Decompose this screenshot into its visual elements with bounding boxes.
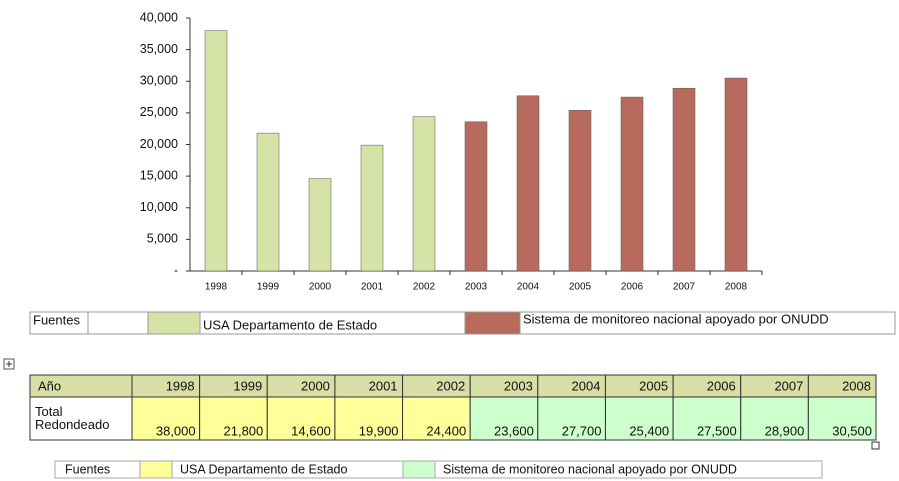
legend-label: USA Departamento de Estado: [203, 317, 377, 332]
table-cell: [537, 396, 606, 441]
header-text: Año: [38, 378, 61, 393]
table-icon: [3, 358, 15, 370]
table-cell: [740, 396, 809, 441]
table-cell: [469, 396, 539, 441]
legend-text-box: [519, 311, 896, 335]
table-value: 19,900: [359, 423, 399, 438]
table-value: 27,500: [697, 423, 737, 438]
bar: [724, 77, 748, 272]
table-value: 21,800: [224, 423, 264, 438]
table-value: 27,700: [562, 423, 602, 438]
bar: [620, 96, 644, 272]
x-tick-label: 1999: [257, 282, 280, 293]
header-text: 2007: [774, 378, 803, 393]
y-tick-label: 15,000: [140, 168, 178, 182]
table-legend-swatch: [139, 460, 173, 479]
table-legend-swatch: [402, 460, 436, 479]
table-cell: [199, 396, 268, 441]
header-text: 2005: [639, 378, 668, 393]
header-text: 2002: [436, 378, 465, 393]
x-tick-label: 2000: [309, 282, 332, 293]
bar: [256, 132, 280, 272]
bar: [204, 30, 228, 272]
bar: [412, 116, 436, 272]
table-value: 14,600: [291, 423, 331, 438]
legend-swatch: [147, 311, 201, 335]
bar: [464, 121, 488, 272]
y-tick-label: -: [174, 263, 178, 277]
x-tick-label: 2008: [725, 282, 748, 293]
x-tick-label: 2004: [517, 282, 540, 293]
legend-swatch: [464, 311, 521, 335]
y-tick-label: 40,000: [140, 10, 178, 24]
legend-label: Sistema de monitoreo nacional apoyado po…: [523, 311, 829, 326]
x-tick-label: 2006: [621, 282, 644, 293]
legend-blank: [87, 311, 149, 335]
x-tick-label: 1998: [205, 282, 228, 293]
y-tick-label: 35,000: [140, 42, 178, 56]
y-tick-label: 25,000: [140, 105, 178, 119]
table-legend-title: Fuentes: [65, 462, 110, 476]
row-label: Total Redondeado: [35, 404, 109, 432]
x-tick-label: 2001: [361, 282, 384, 293]
header-text: 1998: [166, 378, 195, 393]
header-text: 2001: [369, 378, 398, 393]
x-tick-label: 2003: [465, 282, 488, 293]
table-cell: [672, 396, 742, 441]
table-legend-label: Sistema de monitoreo nacional apoyado po…: [443, 462, 737, 476]
header-text: 2008: [842, 378, 871, 393]
header-text: 2004: [572, 378, 601, 393]
table-value: 38,000: [156, 423, 196, 438]
header-text: 2000: [301, 378, 330, 393]
y-tick-label: 20,000: [140, 137, 178, 151]
header-text: 2003: [504, 378, 533, 393]
table-value: 28,900: [765, 423, 805, 438]
bar: [516, 95, 540, 272]
table-cell: [604, 396, 674, 441]
x-tick-label: 2005: [569, 282, 592, 293]
table-cell: [266, 396, 336, 441]
header-text: 2006: [707, 378, 736, 393]
bar: [568, 110, 592, 272]
table-value: 25,400: [629, 423, 669, 438]
y-tick-label: 5,000: [147, 232, 178, 246]
table-legend-label: USA Departamento de Estado: [180, 462, 348, 476]
table-value: 24,400: [426, 423, 466, 438]
y-tick-label: 30,000: [140, 74, 178, 88]
legend-title: Fuentes: [33, 312, 80, 327]
y-tick-label: 10,000: [140, 200, 178, 214]
table-cell: [807, 396, 877, 441]
header-text: 1999: [233, 378, 262, 393]
table-cell: [402, 396, 471, 441]
resize-handle: [871, 441, 880, 450]
table-value: 30,500: [832, 423, 872, 438]
bar: [308, 178, 332, 272]
x-tick-label: 2002: [413, 282, 436, 293]
table-cell: [131, 396, 201, 441]
bar: [360, 144, 384, 272]
x-tick-label: 2007: [673, 282, 696, 293]
table-legend-box: [54, 460, 823, 479]
table-cell: [29, 396, 133, 441]
table-value: 23,600: [494, 423, 534, 438]
bar: [672, 87, 696, 272]
